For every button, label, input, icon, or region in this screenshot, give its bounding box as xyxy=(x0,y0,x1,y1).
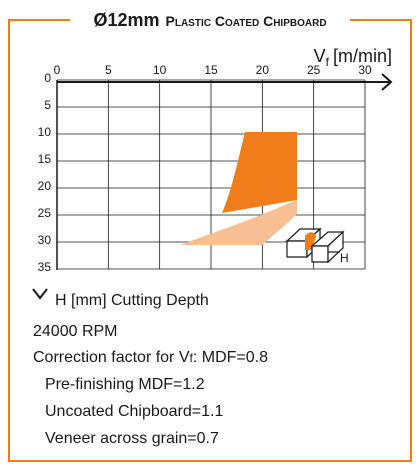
chart-title-group: Ø12mm Plastic Coated Chipboard xyxy=(93,10,326,30)
correction-prefix: Correction factor for V xyxy=(33,349,190,366)
rpm: 24000 RPM xyxy=(33,323,118,340)
chipboard-icon xyxy=(287,229,343,262)
x-tick-label: 20 xyxy=(256,63,270,77)
y-tick-label: 30 xyxy=(38,233,52,247)
y-axis-label: H [mm] Cutting Depth xyxy=(55,292,209,309)
y-tick-label: 5 xyxy=(44,98,51,112)
y-arrow xyxy=(33,289,47,298)
x-tick-label: 25 xyxy=(307,63,321,77)
y-tick-label: 25 xyxy=(38,206,52,220)
chart-title: Ø12mm xyxy=(93,10,159,30)
y-tick-label: 15 xyxy=(38,152,52,166)
note-line: Uncoated Chipboard=1.1 xyxy=(45,403,223,420)
x-tick-label: 10 xyxy=(153,63,167,77)
x-tick-label: 30 xyxy=(358,63,372,77)
x-tick-label: 0 xyxy=(54,63,61,77)
y-tick-label: 0 xyxy=(44,71,51,85)
x-axis-label: Vf[m/min] xyxy=(314,46,392,69)
page: {"chart_data": {"type": "region", "title… xyxy=(0,0,419,469)
dark-region xyxy=(222,132,297,213)
correction-suffix: : MDF=0.8 xyxy=(193,349,268,366)
note-line: Veneer across grain=0.7 xyxy=(45,430,219,447)
correction: Correction factor for Vf: MDF=0.8 xyxy=(33,349,268,366)
y-tick-label: 35 xyxy=(38,260,52,274)
y-tick-label: 10 xyxy=(38,125,52,139)
x-label-subscript: f xyxy=(326,55,330,69)
chart: Ø12mmPlastic Coated Chipboard Vf[m/min] … xyxy=(0,0,419,469)
y-tick-label: 20 xyxy=(38,179,52,193)
chart-subtitle: Plastic Coated Chipboard xyxy=(166,13,327,29)
x-tick-label: 5 xyxy=(105,63,112,77)
x-tick-label: 15 xyxy=(204,63,218,77)
inset-label: H xyxy=(340,251,349,265)
note-line: Pre-finishing MDF=1.2 xyxy=(45,376,205,393)
